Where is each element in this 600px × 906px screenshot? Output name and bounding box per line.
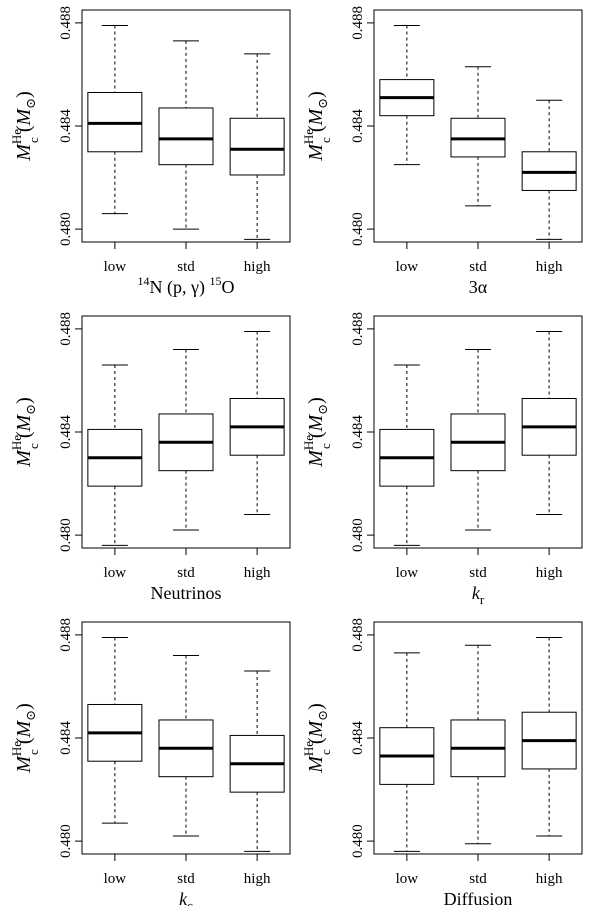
panel-6: 0.480 0.484 0.488 MHe c (M⊙) low std high Diffus… <box>301 618 583 906</box>
x-tick-label: high <box>536 259 563 275</box>
y-tick-label: 0.488 <box>58 618 74 652</box>
x-tick-label: high <box>244 871 271 887</box>
box-high <box>521 99 577 240</box>
y-tick-label: 0.484 <box>350 109 366 143</box>
box-std <box>158 655 214 837</box>
panel-3: 0.480 0.484 0.488 MHe c (M⊙) low std high Neutri… <box>9 312 291 603</box>
box-high <box>229 53 285 240</box>
y-tick-label: 0.480 <box>350 824 366 858</box>
y-tick-label: 0.480 <box>350 212 366 246</box>
y-tick-label: 0.484 <box>58 109 74 143</box>
y-tick-label: 0.480 <box>350 518 366 552</box>
x-axis-label: 14N (p, γ) 15O <box>138 274 235 298</box>
x-tick-label: low <box>396 259 419 275</box>
y-tick-label: 0.484 <box>58 415 74 449</box>
y-tick-label: 0.488 <box>58 312 74 346</box>
box-high <box>229 330 285 515</box>
y-tick-label: 0.480 <box>58 518 74 552</box>
x-tick-label: std <box>177 565 195 581</box>
y-tick-label: 0.488 <box>58 6 74 40</box>
y-tick-label: 0.488 <box>350 6 366 40</box>
x-axis-label: kc <box>179 889 193 906</box>
x-tick-label: std <box>469 871 487 887</box>
y-axis-label: MHe c (M⊙) <box>9 703 41 774</box>
y-tick-label: 0.480 <box>58 212 74 246</box>
box-low <box>379 652 435 852</box>
y-axis-label: MHe c (M⊙) <box>9 397 41 468</box>
panel-2: 0.480 0.484 0.488 MHe c (M⊙) low std high 3α <box>301 6 583 297</box>
box-low <box>87 24 143 215</box>
box-high <box>521 330 577 515</box>
x-tick-label: std <box>177 259 195 275</box>
x-axis-label: 3α <box>469 277 488 297</box>
box-std <box>158 40 214 230</box>
y-axis-label: MHe c (M⊙) <box>301 91 333 162</box>
x-tick-label: high <box>536 871 563 887</box>
y-tick-label: 0.484 <box>350 721 366 755</box>
box-std <box>450 349 506 531</box>
x-tick-label: low <box>104 565 127 581</box>
y-tick-label: 0.480 <box>58 824 74 858</box>
x-tick-label: std <box>177 871 195 887</box>
box-low <box>379 24 435 166</box>
panel-5: 0.480 0.484 0.488 MHe c (M⊙) low std high kc <box>9 618 291 906</box>
iqr-box <box>158 107 214 166</box>
y-axis-label: MHe c (M⊙) <box>301 703 333 774</box>
x-tick-label: std <box>469 565 487 581</box>
x-tick-label: std <box>469 259 487 275</box>
x-tick-label: low <box>396 565 419 581</box>
box-low <box>87 636 143 824</box>
x-tick-label: high <box>244 565 271 581</box>
iqr-box <box>229 117 285 176</box>
box-high <box>229 670 285 852</box>
panel-4: 0.480 0.484 0.488 MHe c (M⊙) low std high kr <box>301 312 583 607</box>
box-low <box>87 364 143 546</box>
x-axis-label: kr <box>472 583 485 607</box>
box-high <box>521 636 577 837</box>
box-std <box>450 644 506 845</box>
y-tick-label: 0.488 <box>350 312 366 346</box>
x-axis-label: Diffusion <box>444 889 513 906</box>
box-low <box>379 364 435 546</box>
x-tick-label: high <box>244 259 271 275</box>
y-tick-label: 0.488 <box>350 618 366 652</box>
y-tick-label: 0.484 <box>58 721 74 755</box>
x-tick-label: low <box>396 871 419 887</box>
x-tick-label: low <box>104 871 127 887</box>
box-std <box>158 349 214 531</box>
y-tick-label: 0.484 <box>350 415 366 449</box>
x-axis-label: Neutrinos <box>151 583 222 603</box>
x-tick-label: low <box>104 259 127 275</box>
y-axis-label: MHe c (M⊙) <box>9 91 41 162</box>
x-tick-label: high <box>536 565 563 581</box>
y-axis-label: MHe c (M⊙) <box>301 397 333 468</box>
box-std <box>450 66 506 207</box>
panel-1: 0.480 0.484 0.488 MHe c (M⊙) low std high 14N (p… <box>9 6 291 298</box>
